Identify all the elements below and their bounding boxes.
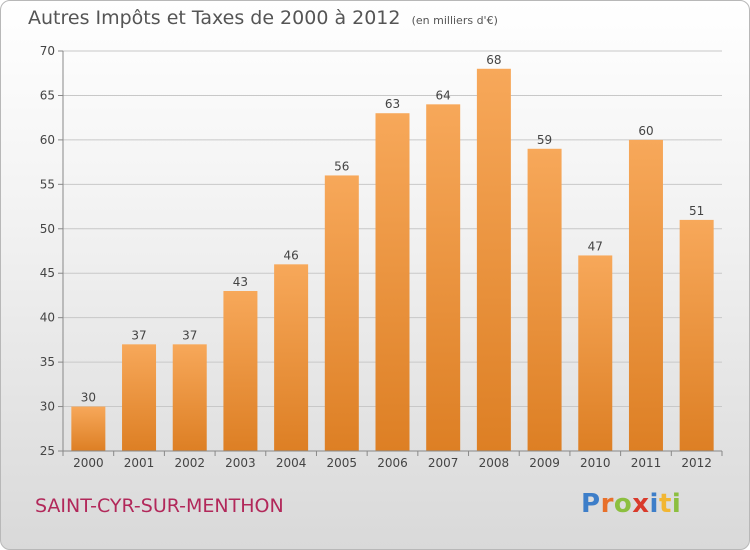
y-tick-label: 30 — [40, 400, 55, 414]
y-tick-label: 35 — [40, 355, 55, 369]
chart-unit: (en milliers d'€) — [411, 14, 498, 27]
x-tick-label: 2007 — [428, 456, 459, 470]
logo-letter: x — [632, 489, 650, 519]
bar-2006 — [375, 113, 410, 451]
bars: 30 37 37 43 46 56 63 64 68 59 47 60 51 — [71, 53, 714, 452]
bar-2000 — [71, 406, 106, 451]
bar-2001 — [122, 344, 157, 451]
y-tick-label: 45 — [40, 266, 55, 280]
x-tick-label: 2010 — [580, 456, 611, 470]
bar-2002 — [172, 344, 207, 451]
data-label: 63 — [385, 97, 400, 111]
y-tick-label: 60 — [40, 133, 55, 147]
bar-2003 — [223, 291, 258, 451]
bar-2007 — [426, 104, 461, 451]
data-label: 37 — [131, 328, 146, 342]
y-tick-label: 25 — [40, 444, 55, 458]
x-tick-label: 2004 — [276, 456, 307, 470]
x-tick-label: 2003 — [225, 456, 256, 470]
x-tick-label: 2001 — [124, 456, 155, 470]
x-tick-label: 2011 — [631, 456, 662, 470]
data-label: 51 — [689, 204, 704, 218]
bar-2004 — [274, 264, 309, 451]
chart-title: Autres Impôts et Taxes de 2000 à 2012 — [28, 7, 401, 29]
logo-letter: r — [600, 489, 614, 519]
logo-letter: i — [671, 489, 682, 519]
data-label: 30 — [81, 391, 96, 405]
bar-2005 — [324, 175, 359, 451]
x-tick-label: 2000 — [73, 456, 104, 470]
bar-2009 — [527, 148, 562, 451]
data-label: 37 — [182, 328, 197, 342]
data-label: 60 — [638, 124, 653, 138]
data-label: 68 — [486, 53, 501, 67]
y-tick-label: 55 — [40, 177, 55, 191]
x-tick-label: 2008 — [479, 456, 510, 470]
data-label: 64 — [436, 88, 451, 102]
logo-letter: P — [581, 489, 601, 519]
logo-letter: o — [613, 489, 633, 519]
town-name: SAINT-CYR-SUR-MENTHON — [35, 495, 284, 517]
x-tick-label: 2002 — [174, 456, 205, 470]
proxiti-logo[interactable]: Proxiti — [581, 489, 681, 519]
axes: 25 30 35 40 45 50 55 60 65 70 2000 2001 2002 2003 2004… — [40, 44, 723, 470]
bar-2011 — [628, 139, 663, 451]
data-label: 43 — [233, 275, 248, 289]
x-tick-label: 2006 — [377, 456, 408, 470]
title-row: Autres Impôts et Taxes de 2000 à 2012 (e… — [28, 7, 498, 29]
y-tick-label: 70 — [40, 44, 55, 58]
data-label: 46 — [283, 248, 298, 262]
bar-2008 — [476, 68, 511, 452]
data-label: 59 — [537, 133, 552, 147]
y-tick-label: 65 — [40, 88, 55, 102]
bar-2010 — [578, 255, 613, 451]
x-tick-label: 2005 — [327, 456, 358, 470]
bar-2012 — [679, 219, 714, 451]
x-tick-label: 2012 — [681, 456, 712, 470]
y-tick-label: 40 — [40, 311, 55, 325]
data-label: 56 — [334, 159, 349, 173]
x-tick-label: 2009 — [529, 456, 560, 470]
data-label: 47 — [588, 239, 603, 253]
logo-letter: t — [658, 489, 672, 519]
logo-letter: i — [649, 489, 659, 519]
y-tick-label: 50 — [40, 222, 55, 236]
